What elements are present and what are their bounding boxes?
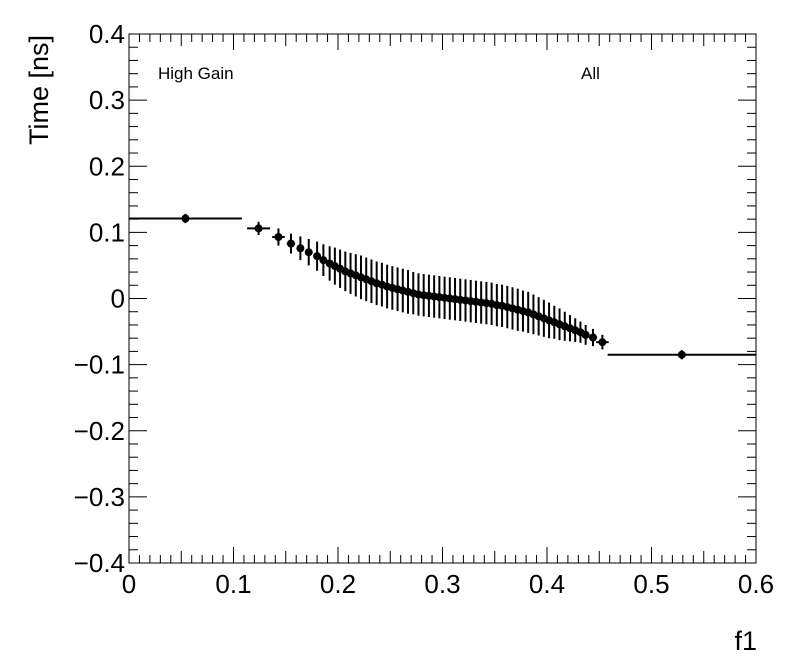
y-tick-label: 0 [111,284,125,314]
x-tick-label: 0.5 [633,569,669,599]
point-marker [313,252,322,261]
x-tick-label: 0.6 [738,569,774,599]
x-tick-label: 0.4 [529,569,565,599]
y-tick-label: −0.3 [74,482,125,512]
point-marker [588,333,597,342]
data-markers [129,213,756,360]
y-tick-label: −0.2 [74,416,125,446]
point-marker [598,338,607,347]
data-point [247,221,271,236]
data-point [319,244,328,277]
point-marker [319,256,328,265]
point-marker [286,239,295,248]
data-point [286,233,296,254]
data-point [272,228,285,246]
annotation-all: All [581,64,600,83]
x-tick-label: 0.3 [424,569,460,599]
y-axis-title: Time [ns] [24,35,54,145]
data-point [513,288,522,331]
point-marker [181,214,190,223]
x-tick-label: 0.1 [215,569,251,599]
data-point [581,324,590,345]
annotation-high-gain: High Gain [158,64,234,83]
y-tick-label: 0.1 [89,217,125,247]
y-tick-label: −0.4 [74,548,125,578]
data-point [588,328,598,347]
point-marker [254,224,263,233]
y-tick-label: 0.4 [89,19,125,49]
data-point [296,236,305,261]
y-tick-label: 0.3 [89,85,125,115]
x-tick-label: 0 [122,569,136,599]
data-point [518,290,527,332]
y-tick-label: 0.2 [89,151,125,181]
point-marker [581,330,590,339]
point-marker [304,248,313,257]
point-marker [274,233,283,242]
tick-labels: 0 0.1 0.2 0.3 0.4 0.5 0.6 −0.4 −0.3 −0.2 −0.1 0 0.1 0… [74,19,774,599]
data-point [596,334,609,350]
x-axis-title: f1 [734,626,757,656]
point-marker [296,244,305,253]
point-marker [677,350,686,359]
data-point [313,241,322,271]
y-tick-label: −0.1 [74,350,125,380]
data-point [129,213,242,224]
data-point [304,238,313,266]
data-point [508,287,517,330]
x-tick-label: 0.2 [320,569,356,599]
data-point [529,294,538,335]
axis-ticks [128,33,757,564]
data-point [607,350,756,360]
